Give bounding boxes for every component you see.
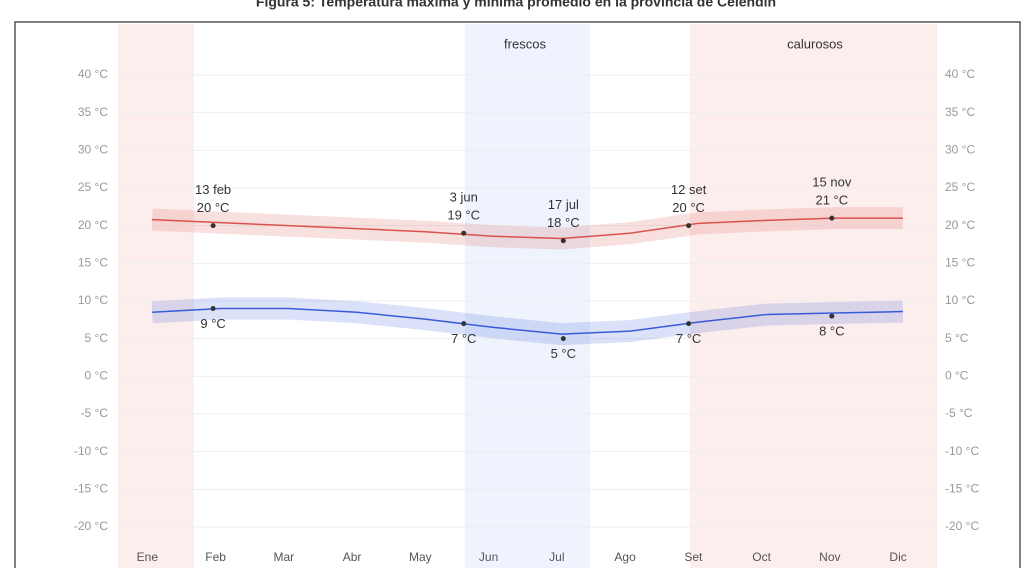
y2-tick-label: 15 °C <box>945 256 975 270</box>
max-point <box>560 238 566 244</box>
x-tick-label: Nov <box>819 550 840 564</box>
min-point <box>829 313 835 319</box>
x-tick-label: Dic <box>889 550 906 564</box>
min-point <box>461 321 467 327</box>
warm-band <box>690 24 937 568</box>
x-tick-label: Mar <box>274 550 295 564</box>
x-tick-label: Feb <box>205 550 226 564</box>
x-tick-label: Jun <box>479 550 498 564</box>
series-line <box>152 307 903 335</box>
y-tick-label: 35 °C <box>78 105 108 119</box>
y2-tick-label: -5 °C <box>945 406 973 420</box>
y-tick-label: -15 °C <box>74 482 108 496</box>
y-tick-label: 5 °C <box>85 331 109 345</box>
min-point <box>686 321 692 327</box>
y2-tick-label: 5 °C <box>945 331 969 345</box>
y2-tick-label: -20 °C <box>945 519 979 533</box>
annotation-date: 15 nov <box>812 175 852 190</box>
band-label: calurosos <box>787 36 843 51</box>
y2-tick-label: 35 °C <box>945 105 975 119</box>
y2-tick-label: -15 °C <box>945 482 979 496</box>
annotation-min: 5 °C <box>551 346 576 361</box>
band-label: frescos <box>504 36 546 51</box>
y2-tick-label: 30 °C <box>945 143 975 157</box>
x-tick-label: Set <box>684 550 703 564</box>
y2-tick-label: 25 °C <box>945 180 975 194</box>
series-line <box>152 217 903 240</box>
annotation-max: 19 °C <box>447 208 480 223</box>
cool-band <box>465 24 590 568</box>
x-tick-label: May <box>409 550 432 564</box>
y-tick-label: -20 °C <box>74 519 108 533</box>
y2-tick-label: 40 °C <box>945 67 975 81</box>
y-tick-label: 20 °C <box>78 218 108 232</box>
annotation-min: 7 °C <box>676 331 701 346</box>
y-tick-label: -5 °C <box>81 406 109 420</box>
min-point <box>560 336 566 342</box>
y2-tick-label: 0 °C <box>945 369 969 383</box>
max-point <box>461 230 467 236</box>
annotation-min: 9 °C <box>200 316 225 331</box>
annotation-max: 20 °C <box>672 200 705 215</box>
y-tick-label: 30 °C <box>78 143 108 157</box>
annotation-date: 3 jun <box>450 190 478 205</box>
y-tick-label: 40 °C <box>78 67 108 81</box>
y2-tick-label: 10 °C <box>945 293 975 307</box>
chart-title: Figura 5: Temperatura máxima y mínima pr… <box>256 0 776 10</box>
annotation-date: 13 feb <box>195 182 231 197</box>
x-tick-label: Oct <box>752 550 771 564</box>
max-point <box>829 215 835 221</box>
annotation-max: 21 °C <box>815 193 848 208</box>
y2-tick-label: 20 °C <box>945 218 975 232</box>
annotation-date: 12 set <box>671 182 707 197</box>
annotation-max: 20 °C <box>197 200 230 215</box>
y-tick-label: 25 °C <box>78 180 108 194</box>
x-tick-label: Ago <box>614 550 636 564</box>
max-point <box>210 223 216 229</box>
warm-band <box>118 24 194 568</box>
annotation-date: 17 jul <box>548 197 579 212</box>
x-tick-label: Ene <box>137 550 159 564</box>
x-tick-label: Abr <box>343 550 362 564</box>
y-tick-label: 0 °C <box>85 369 109 383</box>
x-tick-label: Jul <box>549 550 564 564</box>
min-point <box>210 306 216 312</box>
annotation-min: 7 °C <box>451 331 476 346</box>
y-tick-label: -10 °C <box>74 444 108 458</box>
y-tick-label: 15 °C <box>78 256 108 270</box>
y-tick-label: 10 °C <box>78 293 108 307</box>
max-point <box>686 223 692 229</box>
annotation-max: 18 °C <box>547 215 580 230</box>
annotation-min: 8 °C <box>819 324 844 339</box>
y2-tick-label: -10 °C <box>945 444 979 458</box>
